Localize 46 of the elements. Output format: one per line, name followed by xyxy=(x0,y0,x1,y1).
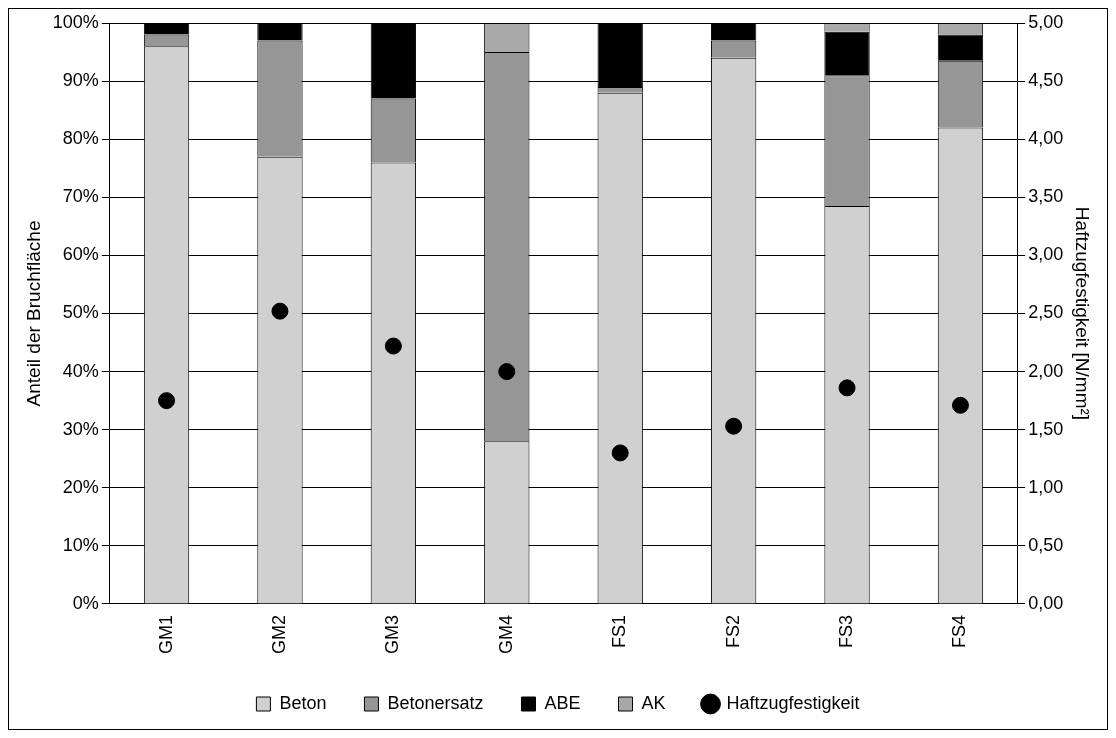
x-tick-label: FS4 xyxy=(949,614,970,649)
y-tick-label: 20% xyxy=(62,476,99,497)
x-tick-label: GM1 xyxy=(155,614,176,655)
y-tick-label: 70% xyxy=(62,186,99,207)
point xyxy=(951,396,969,414)
y2-tick-label: 5,00 xyxy=(1028,11,1064,32)
y-axis-title: Anteil der Bruchfläche xyxy=(22,220,44,407)
point xyxy=(611,444,629,462)
y-tick-label: 80% xyxy=(62,128,99,149)
x-tick-label: FS1 xyxy=(609,614,630,649)
x-tick-label: GM2 xyxy=(268,614,289,655)
point xyxy=(271,302,289,320)
legend-label: AK xyxy=(641,692,666,713)
point xyxy=(725,417,743,435)
y-tick-label: 60% xyxy=(62,244,99,265)
point xyxy=(158,392,176,410)
point xyxy=(498,363,516,381)
point xyxy=(838,379,856,397)
y2-tick-label: 3,50 xyxy=(1028,186,1064,207)
y2-tick-label: 1,50 xyxy=(1028,418,1064,439)
legend-label: Haftzugfestigkeit xyxy=(726,692,860,713)
x-tick-label: FS3 xyxy=(836,614,857,649)
y-tick-label: 100% xyxy=(52,11,99,32)
y-tick-label: 30% xyxy=(62,418,99,439)
x-tick-label: GM4 xyxy=(495,614,516,655)
y2-tick-label: 4,50 xyxy=(1028,70,1064,91)
y-tick-label: 0% xyxy=(72,592,99,613)
x-tick-label: GM3 xyxy=(382,614,403,655)
y2-tick-label: 4,00 xyxy=(1028,128,1064,149)
legend-label: ABE xyxy=(544,692,581,713)
y2-tick-label: 0,00 xyxy=(1028,592,1064,613)
legend-label: Betonersatz xyxy=(387,692,484,713)
y2-tick-label: 1,00 xyxy=(1028,476,1064,497)
y-tick-label: 10% xyxy=(62,534,99,555)
point xyxy=(384,337,402,355)
legend-label: Beton xyxy=(279,692,327,713)
y2-tick-label: 0,50 xyxy=(1028,534,1064,555)
y-tick-label: 90% xyxy=(62,70,99,91)
y2-axis-title: Haftzugfestigkeit [N/mm²] xyxy=(1072,206,1094,421)
y-tick-label: 50% xyxy=(62,302,99,323)
y-tick-label: 40% xyxy=(62,360,99,381)
x-tick-label: FS2 xyxy=(722,614,743,649)
y2-tick-label: 2,50 xyxy=(1028,302,1064,323)
y2-tick-label: 2,00 xyxy=(1028,360,1064,381)
bar xyxy=(824,31,870,76)
y2-tick-label: 3,00 xyxy=(1028,244,1064,265)
